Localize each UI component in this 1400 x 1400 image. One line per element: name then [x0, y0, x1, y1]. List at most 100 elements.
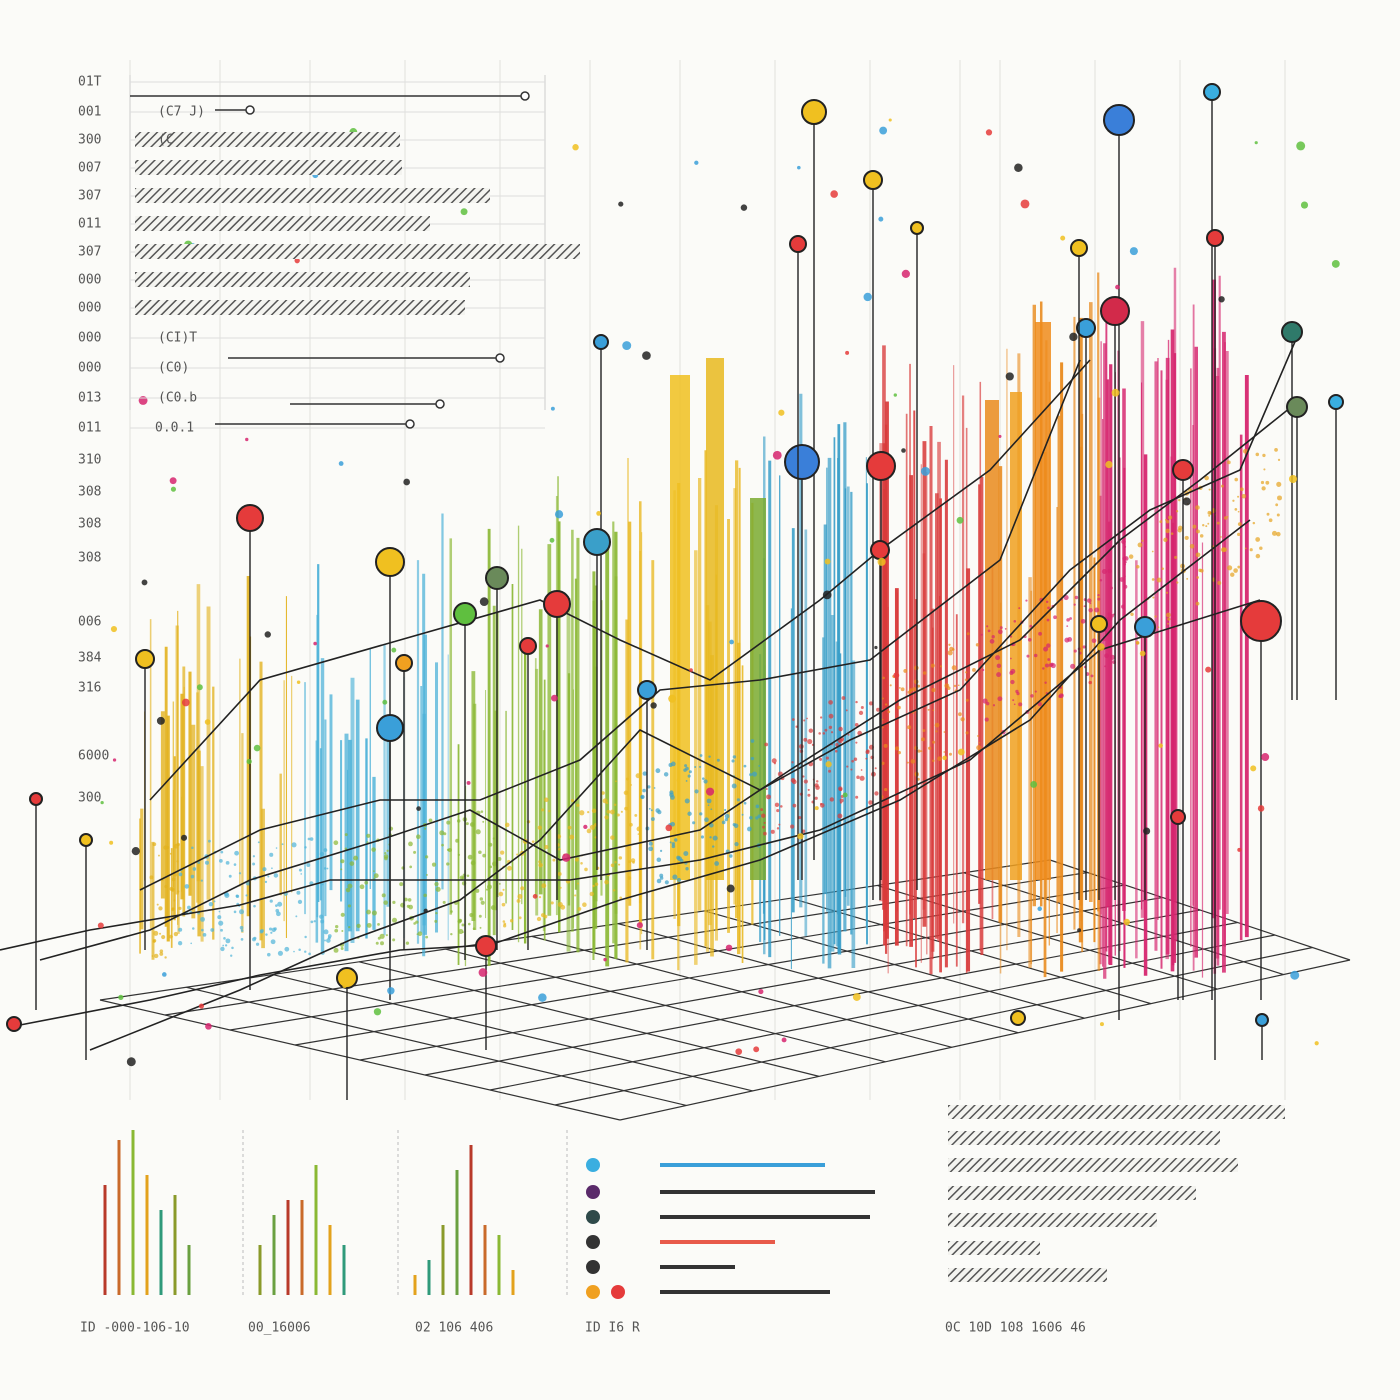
- scatter-dot: [893, 393, 897, 397]
- speckle: [235, 894, 240, 899]
- scatter-dot: [1254, 141, 1258, 145]
- speckle: [538, 860, 541, 864]
- speckle: [676, 877, 682, 883]
- hatched-text: [948, 1268, 1107, 1282]
- speckle: [615, 780, 617, 783]
- speckle: [1141, 539, 1144, 542]
- axis-label: 308: [78, 517, 101, 532]
- speckle: [234, 850, 240, 856]
- speckle: [486, 884, 492, 890]
- speckle: [803, 737, 808, 742]
- speckle: [655, 808, 660, 813]
- speckle: [922, 729, 926, 733]
- trend-line: [19, 519, 1251, 1026]
- speckle: [672, 874, 678, 880]
- speckle: [164, 956, 167, 959]
- speckle: [763, 831, 767, 836]
- speckle: [1277, 458, 1281, 461]
- speckle: [685, 867, 689, 871]
- speckle: [171, 907, 175, 911]
- speckle: [656, 857, 662, 863]
- speckle: [1086, 598, 1092, 603]
- speckle: [1263, 468, 1266, 471]
- speckle: [373, 873, 379, 879]
- speckle: [1030, 694, 1034, 698]
- scatter-dot: [253, 744, 261, 752]
- caption: 00_16006: [248, 1321, 311, 1336]
- speckle: [259, 929, 264, 934]
- speckle: [405, 941, 410, 945]
- speckle: [1029, 624, 1033, 628]
- hatched-text: [948, 1186, 1196, 1200]
- speckle: [1016, 692, 1020, 696]
- scatter-dot: [1014, 163, 1023, 173]
- speckle: [239, 909, 245, 915]
- speckle: [610, 863, 615, 868]
- bar: [750, 498, 766, 880]
- speckle: [1124, 545, 1127, 548]
- speckle: [281, 843, 284, 846]
- speckle: [996, 663, 1002, 669]
- speckle: [461, 923, 465, 927]
- speckle: [1151, 578, 1155, 581]
- speckle: [619, 896, 623, 900]
- speckle: [913, 665, 919, 671]
- speckle: [416, 933, 419, 935]
- dots: [6, 83, 1344, 1100]
- speckle: [176, 890, 180, 893]
- speckle: [724, 808, 727, 812]
- speckle: [544, 845, 549, 849]
- speckle: [434, 919, 438, 923]
- speckle: [1220, 536, 1222, 538]
- speckle: [582, 902, 587, 908]
- range-dot: [495, 353, 505, 363]
- speckle: [659, 873, 664, 878]
- speckle: [1237, 510, 1240, 513]
- speckle: [982, 698, 988, 704]
- scatter-dot: [538, 993, 547, 1002]
- speckle: [184, 884, 190, 889]
- speckle: [648, 846, 654, 852]
- speckle: [601, 791, 605, 795]
- speckle: [630, 784, 633, 786]
- speckle: [344, 833, 348, 837]
- speckle: [1034, 690, 1037, 693]
- speckle: [837, 813, 843, 819]
- speckle: [366, 833, 371, 838]
- speckle: [913, 679, 919, 685]
- speckle: [897, 705, 901, 710]
- scatter-dot: [705, 787, 715, 796]
- scatter-dot: [901, 269, 910, 278]
- speckle: [850, 768, 853, 771]
- speckle: [757, 814, 761, 819]
- stem-dot: [1170, 809, 1186, 825]
- scatter-dot: [676, 778, 680, 782]
- scatter-dot: [1069, 332, 1078, 342]
- speckle: [780, 805, 783, 808]
- speckle: [434, 881, 439, 887]
- speckle: [1136, 564, 1140, 569]
- scatter-dot: [373, 1008, 382, 1016]
- speckle: [1199, 534, 1204, 538]
- speckle: [304, 935, 307, 939]
- speckle: [975, 643, 980, 647]
- hatched-bar: [135, 216, 430, 231]
- speckle: [1259, 546, 1263, 550]
- scatter-dot: [726, 884, 735, 893]
- speckle: [446, 820, 451, 825]
- speckle: [677, 856, 682, 862]
- speckle: [1004, 627, 1007, 630]
- stem-dot: [863, 170, 883, 190]
- speckle: [922, 671, 927, 675]
- speckle: [674, 838, 678, 842]
- speckle: [574, 857, 579, 862]
- speckle: [688, 770, 692, 774]
- range-dot: [520, 91, 530, 101]
- speckle: [934, 722, 940, 728]
- speckle: [293, 950, 295, 953]
- scatter-dot: [572, 144, 579, 151]
- speckle: [457, 853, 461, 857]
- scatter-dot: [1290, 970, 1300, 980]
- speckle: [1217, 581, 1222, 585]
- speckle: [1195, 552, 1201, 558]
